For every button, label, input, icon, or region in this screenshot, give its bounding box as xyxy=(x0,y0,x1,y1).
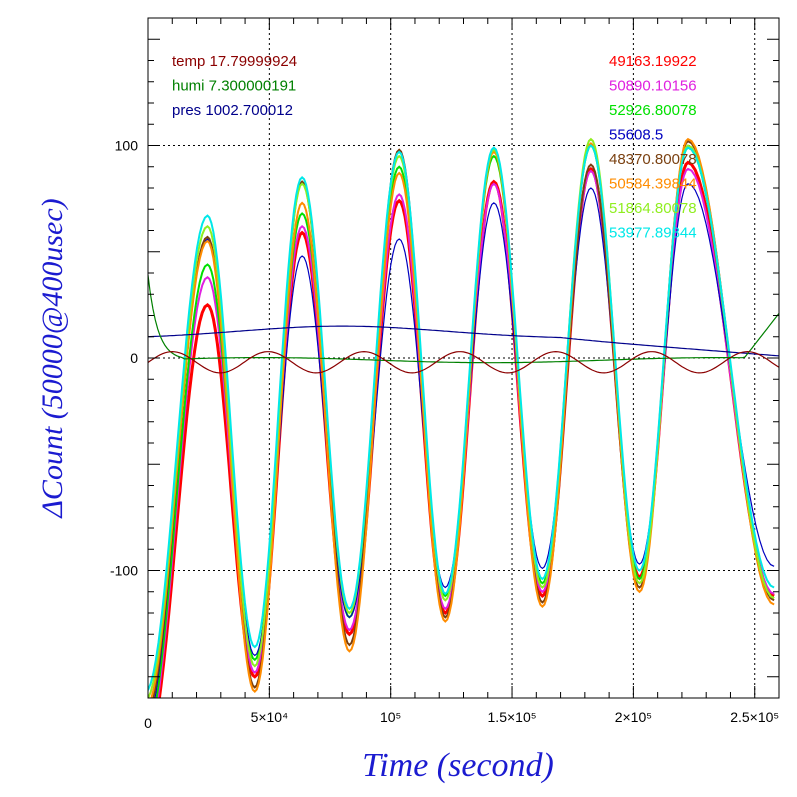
y-tick-label: 100 xyxy=(115,138,139,154)
series-line-3 xyxy=(155,144,775,698)
x-tick-label: 1.5×10⁵ xyxy=(488,709,537,725)
series-line-8 xyxy=(148,144,775,692)
pres-trace xyxy=(148,325,779,357)
series-legend-entry: 49163.19922 xyxy=(609,53,697,70)
series-legend-entry: 50890.10156 xyxy=(609,78,697,95)
humi-trace xyxy=(148,275,779,364)
series-legend-entry: 48370.80078 xyxy=(609,151,697,168)
env-legend-entry: temp 17.79999924 xyxy=(172,53,297,70)
series-line-5 xyxy=(152,140,775,698)
series-line-4 xyxy=(154,183,775,698)
series-legend-entry: 53977.89844 xyxy=(609,225,697,242)
x-tick-label: 0 xyxy=(144,715,152,731)
env-legend-entry: humi 7.300000191 xyxy=(172,78,296,95)
series-legend-entry: 50584.39844 xyxy=(609,176,697,193)
temp-trace xyxy=(148,350,779,374)
y-axis-title: ΔCount (50000@400usec) xyxy=(36,198,69,518)
legend: temp 17.79999924 humi 7.300000191 pres 100… xyxy=(172,53,697,242)
x-axis-title: Time (second) xyxy=(362,747,554,784)
series-line-6 xyxy=(150,137,775,698)
x-tick-label: 2×10⁵ xyxy=(615,709,652,725)
axis-ticks: 100 0 -100 0 5×10⁴ 10⁵ 1.5×10⁵ 2×10⁵ 2.5×10⁵ xyxy=(110,18,779,731)
series-line-1 xyxy=(157,160,775,698)
x-tick-label: 10⁵ xyxy=(380,709,401,725)
y-tick-label: 0 xyxy=(130,350,138,366)
series-legend-entry: 55608.5 xyxy=(609,127,663,144)
x-tick-label: 2.5×10⁵ xyxy=(730,709,779,725)
env-legend-entry: pres 1002.700012 xyxy=(172,102,293,119)
series-group xyxy=(148,137,779,698)
y-tick-label: -100 xyxy=(110,563,138,579)
x-tick-label: 5×10⁴ xyxy=(251,709,289,725)
series-legend-entry: 51864.80078 xyxy=(609,200,697,217)
series-line-7 xyxy=(148,137,775,698)
series-legend-entry: 52926.80078 xyxy=(609,102,697,119)
